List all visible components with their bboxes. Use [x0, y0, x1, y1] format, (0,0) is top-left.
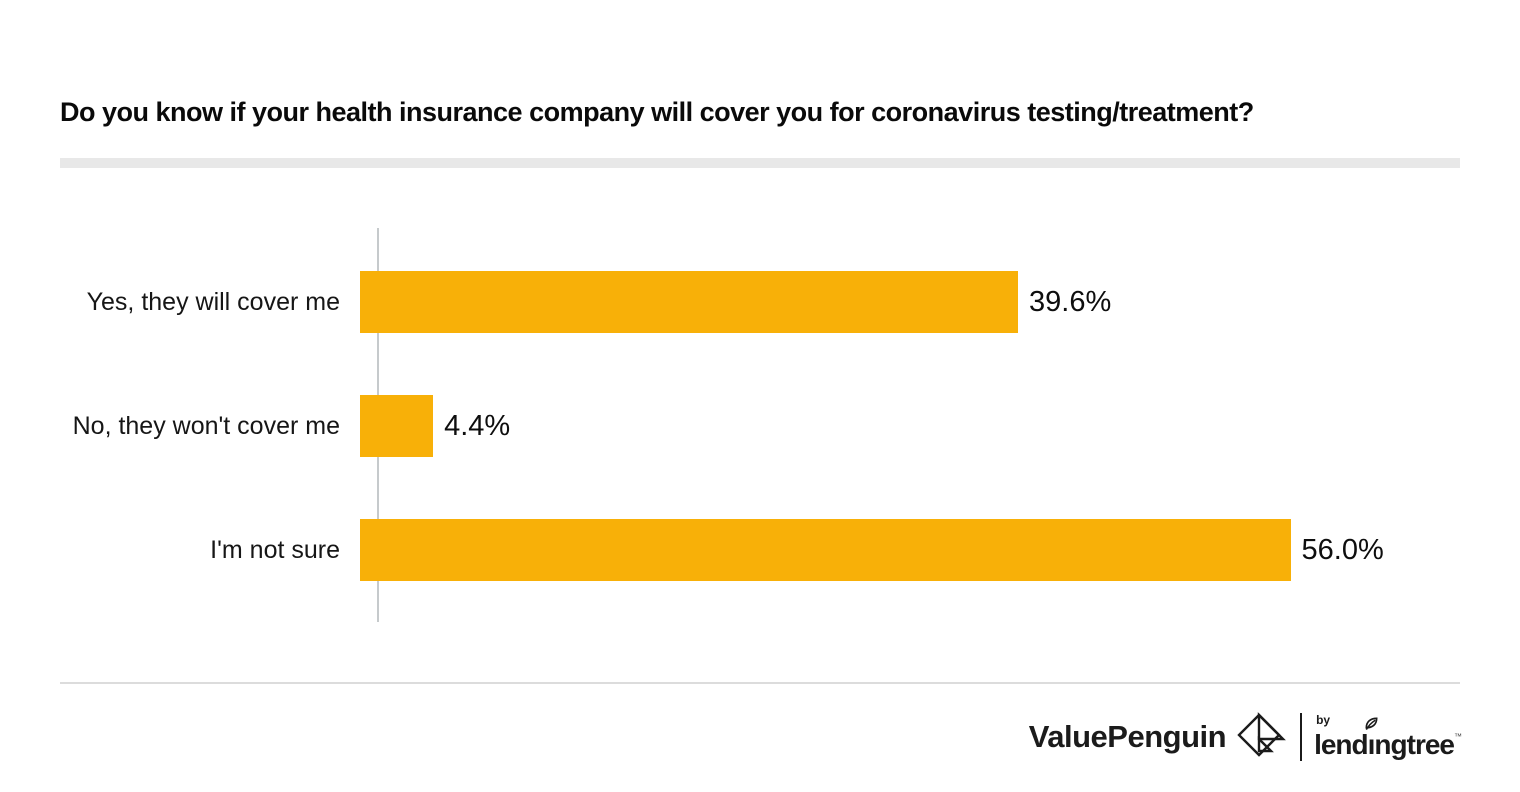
chart-row: I'm not sure 56.0% [60, 519, 1460, 581]
plot-area: 39.6% [360, 271, 1460, 333]
chart-title: Do you know if your health insurance com… [60, 97, 1254, 127]
lendingtree-logo: by lendı ngtree™ [1314, 713, 1462, 760]
logo-divider [1300, 713, 1303, 761]
valuepenguin-wordmark: ValuePenguin [1028, 719, 1227, 754]
plot-area: 4.4% [360, 395, 1460, 457]
category-label: I'm not sure [210, 535, 340, 564]
lendingtree-wordmark: lendı ngtree™ [1314, 717, 1462, 760]
bar [360, 271, 1018, 333]
bar [360, 519, 1291, 581]
footer-logos: ValuePenguin by lendı ngtree™ [1029, 706, 1462, 768]
bar [360, 395, 434, 457]
trademark-symbol: ™ [1454, 732, 1462, 741]
valuepenguin-origami-penguin-icon [1237, 712, 1286, 757]
byline-label: by [1316, 713, 1331, 727]
category-label: Yes, they will cover me [86, 287, 340, 316]
plot-area: 56.0% [360, 519, 1460, 581]
chart-row: No, they won't cover me 4.4% [60, 395, 1460, 457]
footer-divider [60, 682, 1460, 684]
value-label: 4.4% [444, 409, 511, 442]
category-label: No, they won't cover me [72, 411, 340, 440]
lendingtree-leaf-icon [1365, 717, 1378, 730]
value-label: 56.0% [1301, 533, 1384, 566]
title-divider [60, 158, 1460, 168]
chart-row: Yes, they will cover me 39.6% [60, 271, 1460, 333]
value-label: 39.6% [1029, 285, 1112, 318]
